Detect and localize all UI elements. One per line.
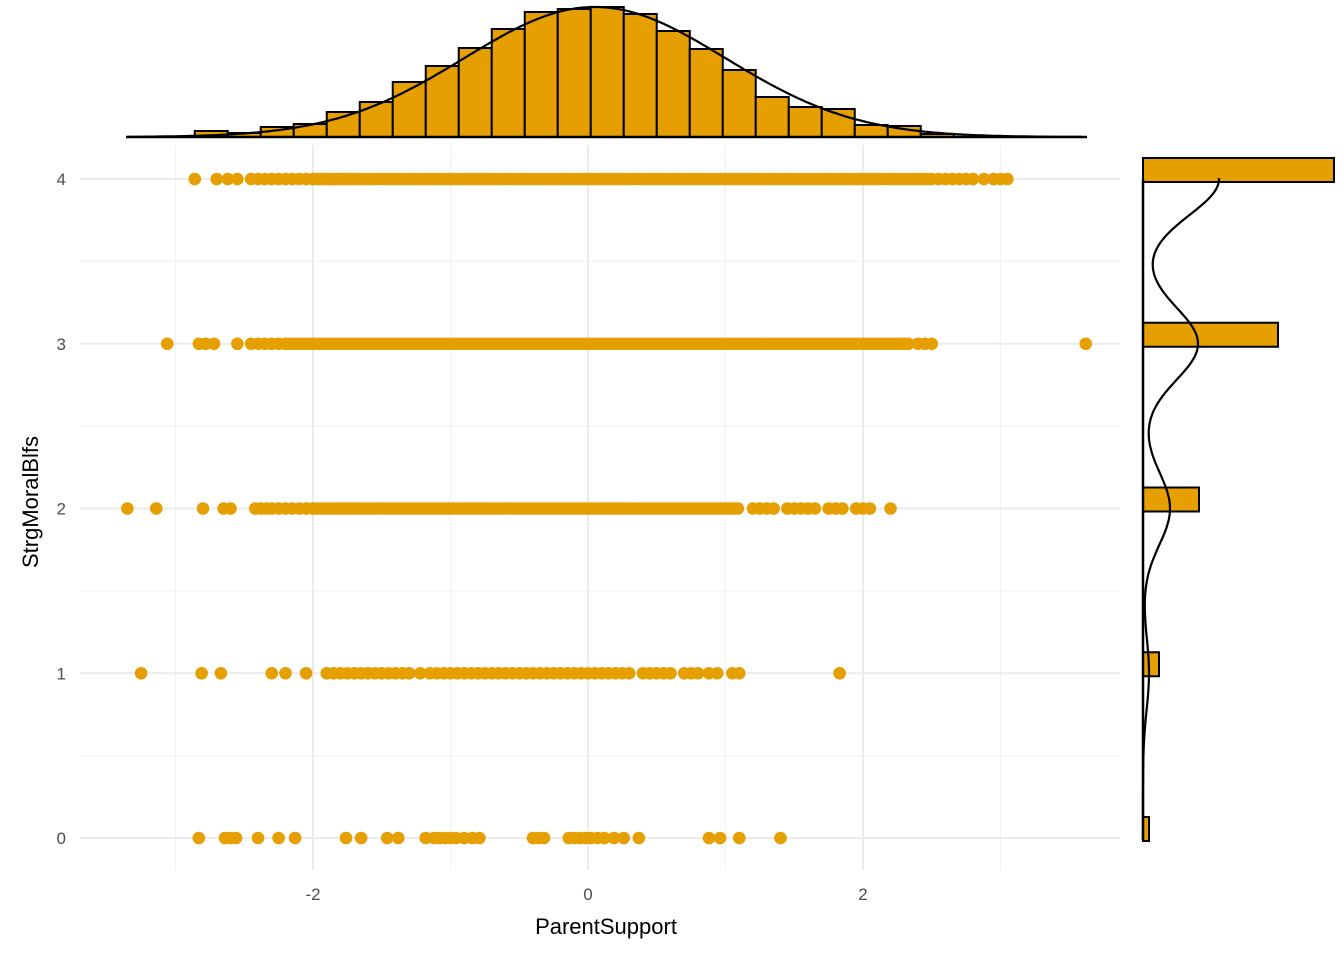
histogram-bar <box>523 11 559 138</box>
data-point <box>731 502 745 515</box>
x-axis-title: ParentSupport <box>535 914 677 939</box>
series-row <box>188 172 1014 186</box>
data-point <box>622 666 636 680</box>
right-marginal-histogram <box>1141 157 1335 842</box>
data-point <box>231 172 244 186</box>
data-point <box>195 666 208 680</box>
data-point <box>732 666 746 680</box>
data-point <box>402 666 416 680</box>
data-point <box>966 172 980 186</box>
data-point <box>833 666 846 680</box>
y-tick-label: 4 <box>57 170 66 189</box>
data-point <box>537 831 551 845</box>
data-point <box>149 502 163 515</box>
y-axis-title: StrgMoralBlfs <box>18 436 43 568</box>
data-point <box>229 831 243 845</box>
data-point <box>121 502 134 515</box>
data-point <box>188 172 202 186</box>
data-point <box>279 666 292 680</box>
x-tick-label: 2 <box>858 885 867 904</box>
histogram-bar <box>490 28 526 138</box>
data-point <box>863 502 877 515</box>
data-point <box>391 831 405 845</box>
data-point <box>664 666 677 680</box>
data-point <box>354 831 368 845</box>
histogram-bar <box>655 30 691 138</box>
data-point <box>713 831 727 845</box>
data-point <box>207 337 221 351</box>
histogram-bar <box>754 96 790 138</box>
density-curve <box>1141 178 1221 840</box>
data-point <box>1001 172 1014 186</box>
data-point <box>732 831 746 845</box>
y-tick-label: 3 <box>57 335 66 354</box>
series-row <box>160 337 1093 351</box>
histogram-bar <box>622 13 658 138</box>
data-point <box>617 831 631 845</box>
data-point <box>299 666 313 680</box>
y-tick-label: 1 <box>57 664 66 683</box>
data-point <box>231 337 244 351</box>
data-point <box>413 666 427 680</box>
histogram-bar <box>358 101 394 138</box>
series-row <box>192 831 787 845</box>
data-point <box>272 831 285 845</box>
data-point <box>977 172 991 186</box>
data-point <box>221 172 235 186</box>
histogram-bar <box>787 106 823 138</box>
density-curve <box>127 5 1082 138</box>
histogram-bar <box>424 65 460 138</box>
data-point <box>702 831 716 845</box>
data-point <box>265 666 279 680</box>
histogram-bar <box>688 48 724 138</box>
histogram-bar <box>721 69 757 138</box>
y-axis-ticks: 0 1 2 3 4 <box>57 170 66 848</box>
data-point <box>134 666 148 680</box>
data-point <box>774 831 787 845</box>
data-point <box>192 831 206 845</box>
histogram-bar <box>1142 157 1335 183</box>
histogram-bar <box>1142 321 1279 348</box>
data-point <box>196 502 210 515</box>
histogram-bar <box>556 8 592 138</box>
scatter-points <box>121 172 1093 845</box>
data-point <box>925 337 939 351</box>
data-point <box>902 337 915 351</box>
y-tick-label: 0 <box>57 829 66 848</box>
data-point <box>1079 337 1093 351</box>
data-point <box>710 666 724 680</box>
data-point <box>214 666 228 680</box>
histogram-bar <box>853 124 889 138</box>
histogram-bar <box>1142 651 1160 678</box>
data-point <box>691 666 705 680</box>
y-tick-label: 2 <box>57 500 66 519</box>
data-point <box>251 831 265 845</box>
data-point <box>884 502 897 515</box>
data-point <box>767 502 780 515</box>
series-row <box>134 666 846 680</box>
x-axis-ticks: -2 0 2 <box>305 885 867 904</box>
top-marginal-histogram <box>126 5 1087 139</box>
data-point <box>598 831 611 845</box>
data-point <box>380 831 394 845</box>
histogram-bar <box>457 47 493 138</box>
data-point <box>836 502 849 515</box>
data-point <box>210 172 224 186</box>
data-point <box>473 831 486 845</box>
x-tick-label: -2 <box>305 885 320 904</box>
histogram-bar <box>589 6 625 138</box>
data-point <box>632 831 646 845</box>
data-point <box>288 831 302 845</box>
data-point <box>339 831 353 845</box>
data-point <box>808 502 822 515</box>
series-row <box>121 502 897 515</box>
x-tick-label: 0 <box>583 885 592 904</box>
data-point <box>607 831 621 845</box>
data-point <box>224 502 237 515</box>
data-point <box>160 337 174 351</box>
